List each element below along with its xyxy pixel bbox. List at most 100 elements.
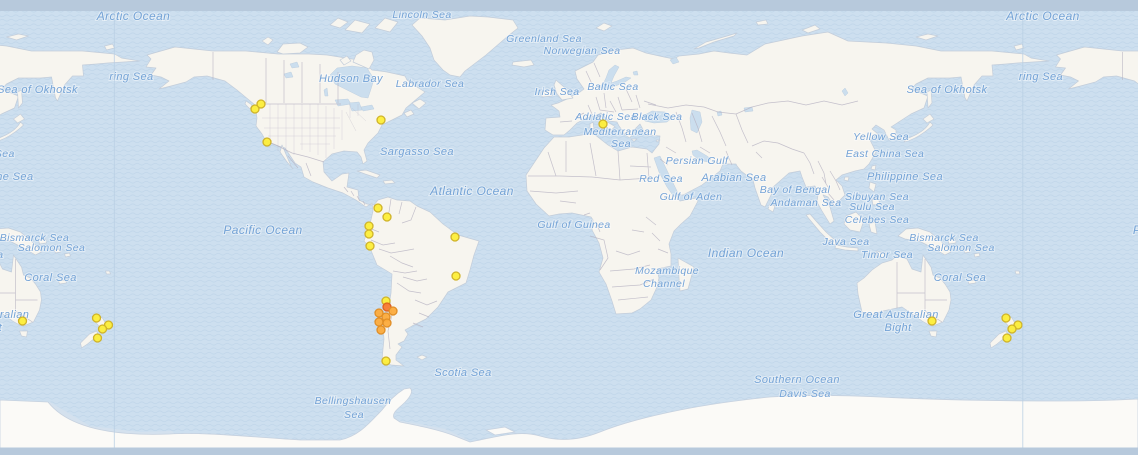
persian-gulf (691, 149, 712, 163)
sea-label: Celebes Sea (845, 214, 910, 226)
markers-layer (250, 99, 1023, 366)
svalbard (595, 22, 613, 32)
sea-label: Bismarck Sea (909, 232, 979, 244)
sea-label: Davis Sea (779, 388, 830, 400)
map-marker[interactable] (373, 203, 383, 213)
lake-baikal (841, 87, 849, 97)
sea-label: Hudson Bay (319, 73, 384, 85)
sea-labels-layer: Arctic Ocean ring Sea Sea of Okhotsk Hudson… (222, 8, 1080, 422)
sea-label: Southern Ocean (754, 374, 840, 386)
map-marker[interactable] (250, 104, 260, 114)
map-marker[interactable] (374, 317, 384, 327)
vancouver-island (244, 100, 253, 110)
hudson-bay (329, 65, 375, 99)
sea-label: Arabian Sea (701, 172, 767, 184)
newfoundland (411, 98, 427, 110)
greenland (411, 15, 519, 78)
new-caledonia (967, 279, 977, 285)
fiji (1014, 270, 1021, 275)
map-marker[interactable] (376, 115, 386, 125)
baja-california (279, 144, 294, 170)
sicily (601, 130, 609, 136)
sea-label: Sea (611, 138, 631, 150)
map-marker[interactable] (1007, 324, 1017, 334)
white-sea (669, 56, 680, 65)
map-marker[interactable] (451, 271, 461, 281)
lake-erie-ontario (360, 104, 375, 112)
sea-label: Yellow Sea (853, 131, 909, 143)
sea-label: Scotia Sea (434, 367, 491, 379)
sea-label: Sulu Sea (849, 201, 895, 213)
map-marker[interactable] (256, 99, 266, 109)
borneo (843, 211, 865, 233)
map-marker[interactable] (382, 212, 392, 222)
sea-label: Sea (344, 409, 364, 421)
sea-label: Adriatic Sea (574, 111, 636, 123)
map-marker[interactable] (382, 318, 392, 328)
sea-label: Atlantic Ocean (429, 184, 514, 198)
sardinia (589, 121, 595, 130)
severnaya-zemlya (801, 24, 821, 34)
solomon-island-2 (973, 252, 981, 258)
red-sea (653, 155, 679, 198)
borders-layer (212, 52, 947, 350)
country-borders (212, 52, 947, 350)
falkland-islands (416, 354, 428, 361)
japan-hokkaido (922, 113, 935, 124)
antarctic-islet (485, 426, 516, 436)
sakhalin (926, 89, 933, 109)
new-guinea (897, 227, 952, 256)
sea-label: Black Sea (632, 111, 683, 123)
map-marker[interactable] (365, 241, 375, 251)
sea-label: Irish Sea (534, 86, 579, 98)
ellesmere-island (344, 19, 371, 34)
map-marker[interactable] (374, 308, 384, 318)
great-bear-lake (283, 71, 294, 79)
sea-label: Gulf of Guinea (537, 219, 610, 231)
continents-layer (145, 15, 1050, 367)
lake-winnipeg (323, 87, 329, 97)
sea-label: Sibuyan Sea (845, 191, 909, 203)
sea-label: Sargasso Sea (380, 146, 454, 158)
lake-balkhash (743, 106, 754, 113)
map-marker[interactable] (1001, 313, 1011, 323)
hainan (843, 176, 850, 182)
hispaniola (382, 179, 396, 185)
taiwan (870, 164, 877, 171)
wrangel-island (1013, 43, 1025, 51)
australia (856, 254, 952, 327)
map-marker[interactable] (1002, 333, 1012, 343)
map-marker[interactable] (598, 119, 608, 129)
crete (630, 138, 638, 142)
sea-label: Great Australian (853, 309, 938, 321)
lake-ladoga (632, 70, 639, 76)
cyprus (655, 139, 661, 143)
sri-lanka (767, 203, 776, 213)
map-marker[interactable] (927, 316, 937, 326)
sea-label: Andaman Sea (770, 197, 842, 209)
map-marker[interactable] (376, 325, 386, 335)
map-marker[interactable] (388, 306, 398, 316)
baltic-sea (597, 64, 632, 91)
map-marker[interactable] (381, 356, 391, 366)
map-marker[interactable] (364, 221, 374, 231)
map-marker[interactable] (262, 137, 272, 147)
map-marker[interactable] (450, 232, 460, 242)
sea-label: Arctic Ocean (1005, 9, 1080, 23)
sea-label: Timor Sea (861, 249, 913, 261)
sea-label: Mozambique (635, 265, 699, 277)
sea-label: Labrador Sea (396, 78, 464, 90)
cuba (356, 169, 381, 179)
sea-label: Gulf of Aden (660, 191, 723, 203)
map-edge-strip-bottom (0, 447, 1138, 455)
java (834, 244, 859, 252)
antarctica (0, 387, 1138, 455)
sea-label: Greenland Sea (506, 33, 582, 45)
continent-americas (145, 46, 480, 367)
sea-label: Salomon Sea (927, 242, 994, 254)
ireland (541, 89, 553, 98)
map-marker[interactable] (364, 229, 374, 239)
sea-label: Bellingshausen (315, 395, 392, 407)
